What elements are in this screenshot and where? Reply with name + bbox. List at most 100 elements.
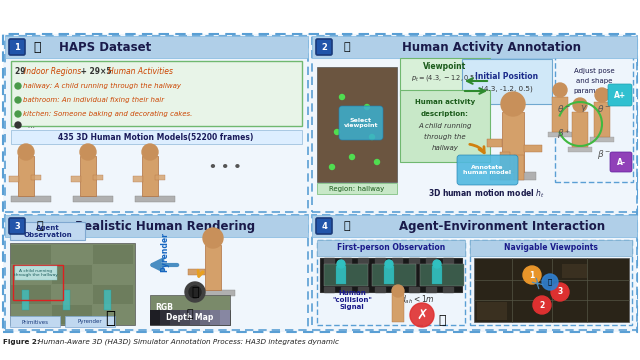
Text: + 29×5: + 29×5 (78, 67, 114, 76)
Text: Indoor Regions: Indoor Regions (24, 67, 81, 76)
Bar (474, 258, 629, 322)
Bar (375, 287, 385, 292)
Circle shape (185, 282, 205, 302)
Text: 🗂: 🗂 (33, 41, 41, 54)
Text: 1: 1 (529, 270, 534, 279)
Bar (432, 266, 442, 284)
Bar (11, 245, 51, 264)
Text: Agent-Environment Interaction: Agent-Environment Interaction (399, 220, 605, 233)
Circle shape (595, 88, 609, 102)
Text: A+: A+ (614, 90, 626, 99)
Text: $\theta^-$: $\theta^-$ (597, 103, 611, 113)
Bar (93, 175, 103, 180)
Text: Annotate
human model: Annotate human model (463, 165, 511, 175)
Bar (52, 285, 92, 304)
Text: kitchen: Someone baking and decorating cakes.: kitchen: Someone baking and decorating c… (23, 111, 193, 117)
Text: 🤖: 🤖 (105, 309, 115, 327)
Circle shape (339, 95, 344, 99)
Circle shape (551, 283, 569, 301)
Circle shape (369, 135, 374, 140)
FancyBboxPatch shape (610, 152, 632, 172)
Text: $d_{ah} < 1m$: $d_{ah} < 1m$ (399, 294, 435, 306)
Circle shape (15, 83, 21, 89)
Bar (320, 258, 462, 292)
Bar (104, 290, 111, 310)
Bar (487, 139, 502, 147)
Circle shape (573, 98, 587, 112)
Circle shape (203, 228, 223, 248)
Text: $\beta^-$: $\beta^-$ (597, 148, 611, 161)
Bar (420, 264, 464, 286)
Circle shape (80, 144, 96, 160)
Bar (190, 310, 200, 325)
Bar (11, 130, 302, 144)
Text: Select
viewpoint: Select viewpoint (344, 118, 378, 129)
Bar (200, 310, 210, 325)
Circle shape (410, 303, 434, 327)
Bar (180, 310, 190, 325)
Text: Pyrender: Pyrender (77, 320, 102, 324)
Bar (594, 102, 610, 137)
Text: First-person Observation: First-person Observation (337, 243, 445, 252)
Text: A child running: A child running (419, 123, 472, 129)
Bar (312, 215, 637, 330)
Text: HAPS Dataset: HAPS Dataset (59, 41, 151, 54)
Text: 1: 1 (14, 42, 20, 51)
Bar (10, 222, 85, 240)
Text: through the: through the (424, 134, 466, 140)
Text: 📍: 📍 (187, 309, 193, 319)
Text: 🤖: 🤖 (438, 314, 445, 327)
Bar (71, 176, 81, 182)
Text: and shape: and shape (576, 78, 612, 84)
Text: 3: 3 (14, 221, 20, 230)
Bar (341, 287, 351, 292)
Text: ...: ... (23, 121, 35, 130)
Text: 4: 4 (321, 221, 327, 230)
Bar (13, 265, 63, 300)
Circle shape (189, 286, 201, 298)
Bar (562, 264, 587, 278)
FancyBboxPatch shape (608, 84, 632, 106)
Circle shape (533, 296, 551, 314)
Bar (555, 42, 633, 182)
Bar (190, 290, 235, 296)
Bar (312, 36, 637, 212)
Text: $p_t = (4.3, -1.2, 0.5)$: $p_t = (4.3, -1.2, 0.5)$ (412, 73, 479, 83)
Text: Human activity: Human activity (415, 99, 475, 105)
FancyBboxPatch shape (316, 39, 332, 55)
Bar (470, 240, 632, 325)
Circle shape (18, 144, 34, 160)
Text: 🤖: 🤖 (548, 279, 552, 285)
Bar (52, 245, 92, 264)
Bar (93, 285, 133, 304)
Text: description:: description: (421, 111, 469, 117)
Circle shape (385, 260, 393, 268)
Bar (590, 137, 614, 142)
Bar (31, 175, 41, 180)
Bar (384, 266, 394, 284)
Bar (5, 215, 308, 330)
Text: Depth Map: Depth Map (166, 314, 214, 323)
Bar (358, 287, 368, 292)
Text: $\theta^-$: $\theta^-$ (557, 103, 571, 113)
Bar (135, 196, 175, 202)
Bar (11, 265, 51, 284)
Text: Initial Position: Initial Position (476, 72, 539, 81)
Text: parameters: parameters (574, 88, 614, 94)
Circle shape (349, 154, 355, 159)
Bar (409, 258, 419, 263)
Bar (312, 36, 637, 58)
Bar (400, 58, 490, 96)
Bar (572, 112, 588, 147)
Circle shape (337, 260, 345, 268)
Text: Agent
Observation: Agent Observation (24, 225, 72, 238)
Bar (63, 290, 70, 310)
Bar (470, 240, 632, 256)
Bar (18, 156, 34, 196)
Bar (15, 266, 57, 280)
Bar (317, 183, 397, 194)
Text: Human
"collision"
Signal: Human "collision" Signal (332, 290, 372, 310)
Text: Region: hallway: Region: hallway (330, 186, 385, 192)
Bar (9, 176, 19, 182)
FancyBboxPatch shape (9, 218, 25, 234)
